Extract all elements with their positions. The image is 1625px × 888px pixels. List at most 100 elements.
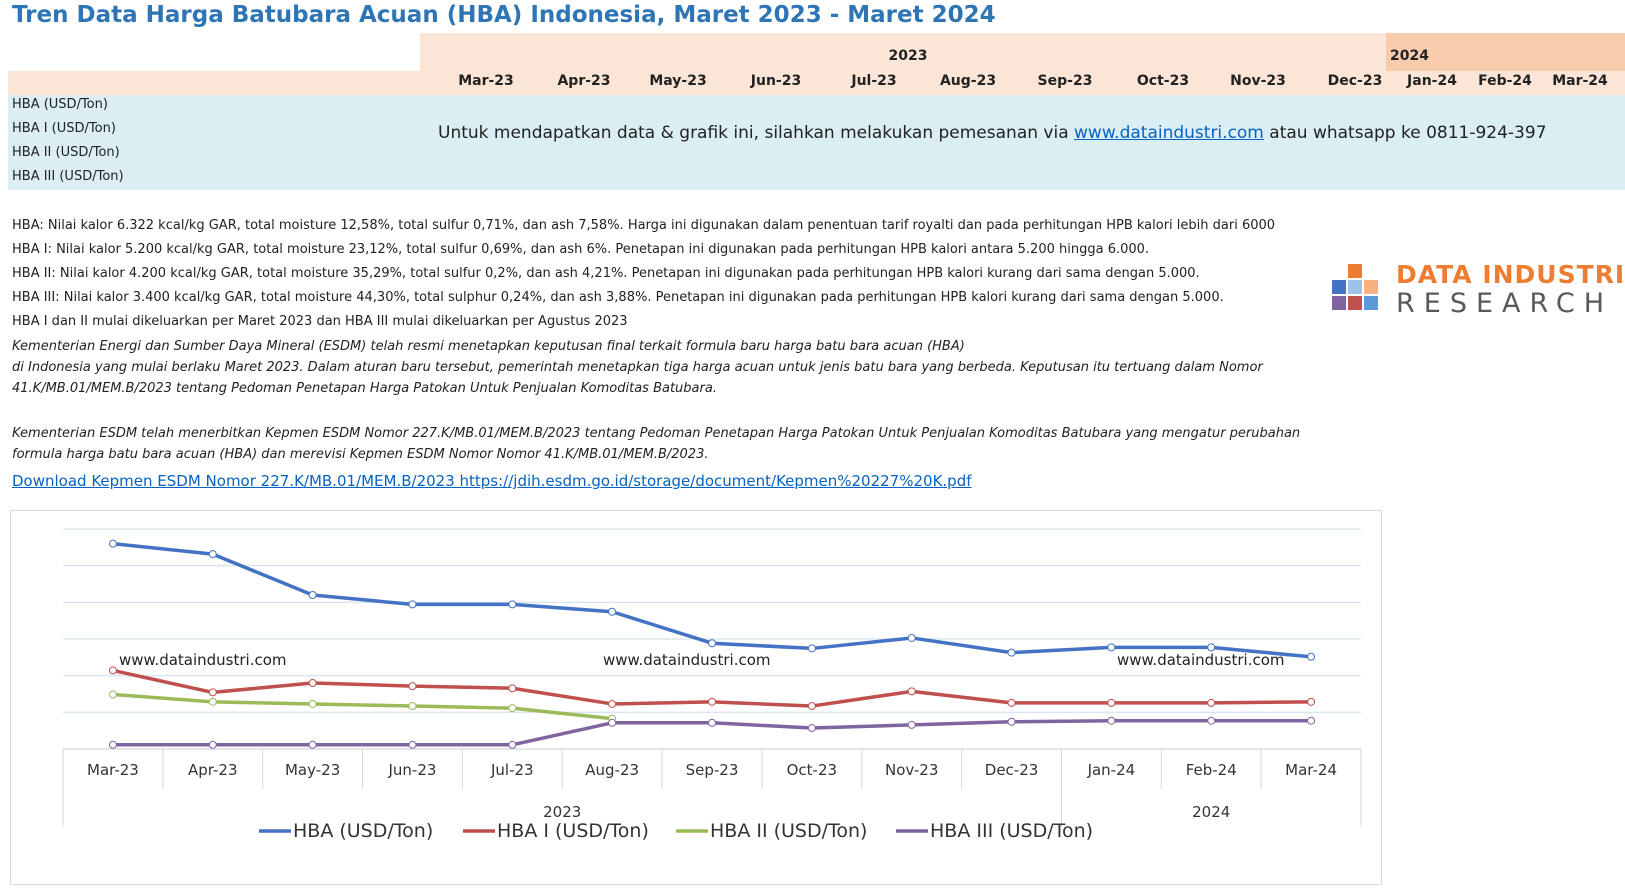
month-header-cell: Mar-24 [1552,73,1608,89]
data-point [308,679,317,687]
data-point [308,740,317,749]
data-point [108,539,117,548]
data-point [1107,698,1116,707]
logo-text-line2: RESEARCH [1396,288,1614,319]
month-header-cell: Oct-23 [1136,73,1190,89]
row-label-hba2: HBA II (USD/Ton) [12,145,120,160]
row-label-hba: HBA (USD/Ton) [12,97,108,112]
logo-square-icon [1348,280,1362,294]
logo-square-icon [1364,296,1378,310]
chart-container: 2023 2024 Mar-23 Apr-23 May-23 Jun-23 Jul-23 Au… [10,510,1382,885]
x-tick-label: Apr-23 [188,761,238,779]
x-tick-label: Jan-24 [1087,761,1136,779]
data-point [1107,643,1116,652]
italic-note-1: Kementerian Energi dan Sumber Daya Miner… [12,339,965,354]
x-tick-label: May-23 [285,761,340,779]
order-message-prefix: Untuk mendapatkan data & grafik ini, sil… [438,123,1075,143]
year-2024-label: 2024 [1390,48,1429,64]
x-tick-label: Jun-23 [387,761,436,779]
series-line [112,692,613,721]
data-point [1207,643,1216,652]
month-header-cell: Feb-24 [1478,73,1532,89]
data-point [1307,697,1316,706]
watermark: www.dataindustri.com [1117,651,1285,669]
data-point [208,740,217,749]
month-header-cell: Dec-23 [1327,73,1383,89]
legend-label: HBA (USD/Ton) [293,820,433,842]
data-point [1007,717,1016,726]
logo-text-line1: DATA INDUSTRI [1396,260,1625,289]
year-group-label: 2024 [1192,803,1230,821]
logo: DATA INDUSTRI RESEARCH [1332,258,1625,322]
data-point [408,702,417,711]
data-point [508,684,517,693]
data-point [308,699,317,708]
legend-label: HBA I (USD/Ton) [497,820,649,842]
data-point [807,724,816,733]
month-header-cell: Mar-23 [458,73,514,89]
data-point [708,697,716,706]
note-hba3: HBA III: Nilai kalor 3.400 kcal/kg GAR, … [12,290,1224,305]
italic-note-4: Kementerian ESDM telah menerbitkan Kepme… [12,426,1301,441]
legend-label: HBA II (USD/Ton) [710,820,867,842]
month-header-cell: Jul-23 [851,73,897,89]
data-point [907,687,916,696]
data-point [807,644,816,653]
order-message: Untuk mendapatkan data & grafik ini, sil… [438,123,1547,143]
data-point [608,607,617,616]
logo-square-icon [1332,296,1346,310]
x-tick-label: Sep-23 [686,761,739,779]
data-rows-band [8,95,1625,190]
logo-square-icon [1348,296,1362,310]
download-link[interactable]: Download Kepmen ESDM Nomor 227.K/MB.01/M… [12,472,972,490]
italic-note-2: di Indonesia yang mulai berlaku Maret 20… [12,360,1263,375]
data-point [1207,698,1216,707]
website-link[interactable]: www.dataindustri.com [1074,123,1264,143]
x-tick-label: Dec-23 [985,761,1039,779]
data-point [807,702,816,711]
data-point [1007,648,1016,657]
logo-square-icon [1332,280,1346,294]
logo-square-icon [1364,280,1378,294]
row-label-hba1: HBA I (USD/Ton) [12,121,116,136]
data-point [308,591,317,599]
page-title: Tren Data Harga Batubara Acuan (HBA) Ind… [12,2,996,28]
data-point [708,718,716,727]
x-tick-label: Feb-24 [1186,761,1237,779]
logo-square-icon [1348,264,1362,278]
data-point [1107,716,1116,725]
month-header-cell: Apr-23 [557,73,611,89]
x-tick-label: Nov-23 [885,761,938,779]
data-point [408,682,417,691]
x-tick-label: Aug-23 [585,761,639,779]
data-point [1307,652,1316,661]
watermark: www.dataindustri.com [119,651,287,669]
data-point [508,600,517,609]
year-group-label: 2023 [543,803,581,821]
header-spacer [8,33,420,71]
x-tick-label: Mar-23 [87,761,139,779]
month-header-cell: Jan-24 [1407,73,1457,89]
row-label-hba3: HBA III (USD/Ton) [12,169,124,184]
data-point [108,740,117,749]
month-header-band [8,71,1625,95]
data-point [708,639,716,648]
legend-label: HBA III (USD/Ton) [930,820,1093,842]
line-chart: 2023 2024 Mar-23 Apr-23 May-23 Jun-23 Jul-23 Au… [62,528,1362,842]
month-header-cell: Nov-23 [1230,73,1286,89]
data-point [408,740,417,749]
italic-note-3: 41.K/MB.01/MEM.B/2023 tentang Pedoman Pe… [12,381,717,396]
data-point [907,720,916,729]
x-tick-label: Mar-24 [1285,761,1337,779]
data-point [907,633,916,642]
year-2023-label: 2023 [888,48,928,64]
note-start: HBA I dan II mulai dikeluarkan per Maret… [12,314,628,329]
data-point [508,704,517,713]
x-tick-label: Oct-23 [787,761,837,779]
x-tick-label: Jul-23 [490,761,534,779]
italic-note-5: formula harga batu bara acuan (HBA) dan … [12,447,709,462]
data-point [608,718,617,727]
data-point [608,699,617,708]
month-header-cell: May-23 [649,73,707,89]
note-hba2: HBA II: Nilai kalor 4.200 kcal/kg GAR, t… [12,266,1200,281]
